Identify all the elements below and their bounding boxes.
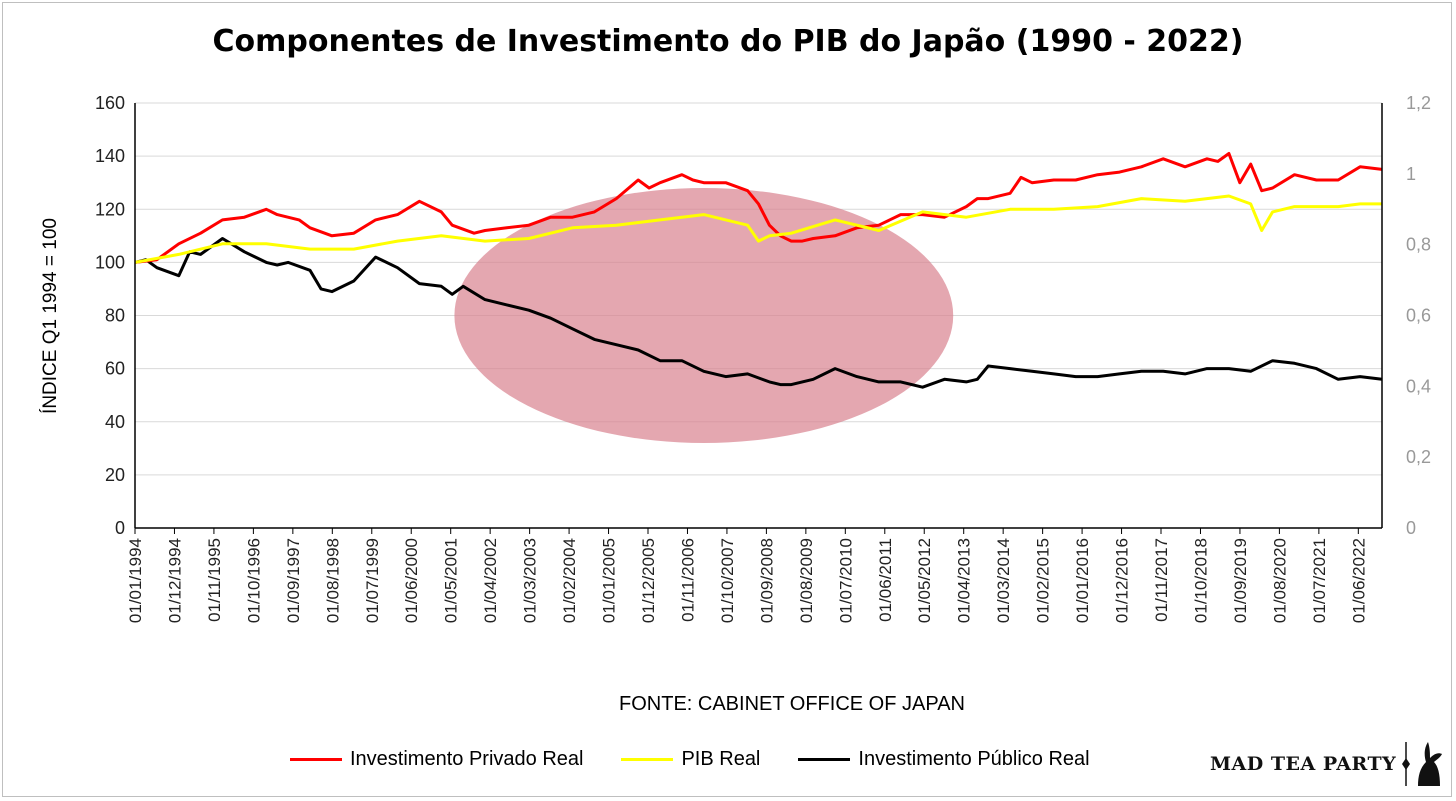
highlight-ellipse [454,188,954,443]
y-axis-ticks: 0 20 40 60 80 100 120 140 160 [95,93,125,538]
y2-tick-label: 0 [1406,518,1416,538]
series-lines [134,152,1383,389]
y2-tick-label: 0,8 [1406,235,1431,255]
x-tick-label: 01/06/2000 [402,538,421,623]
y2-tick-label: 0,6 [1406,306,1431,326]
x-tick-label: 01/05/2001 [442,538,461,623]
x-tick-label: 01/05/2012 [915,538,934,623]
x-tick-label: 01/06/2022 [1349,538,1368,623]
x-tick-label: 01/11/2006 [678,538,697,622]
x-tick-label: 01/07/2021 [1310,538,1329,623]
y-tick-label: 100 [95,252,125,272]
y-tick-label: 0 [115,518,125,538]
x-tick-label: 01/10/2018 [1191,538,1210,623]
x-tick-label: 01/04/2013 [955,538,974,623]
x-tick-label: 01/12/2005 [639,538,658,623]
legend-item-gdp: PIB Real [621,748,760,771]
x-tick-label: 01/08/1998 [323,538,342,623]
y2-axis-ticks: 0 0,2 0,4 0,6 0,8 1 1,2 [1406,93,1431,538]
x-tick-label: 01/09/2008 [757,538,776,623]
x-tick-label: 01/03/2014 [994,538,1013,623]
x-tick-label: 01/07/2010 [836,538,855,623]
y2-tick-label: 0,4 [1406,376,1431,396]
x-tick-label: 01/01/2016 [1073,538,1092,623]
axes [134,103,1383,529]
chart-title: Componentes de Investimento do PIB do Ja… [212,24,1244,59]
y2-tick-label: 1 [1406,164,1416,184]
chart-legend: Investimento Privado Real PIB Real Inves… [290,748,1128,771]
x-tick-label: 01/09/2019 [1231,538,1250,623]
highlight-region [454,188,954,443]
legend-item-private: Investimento Privado Real [290,748,583,771]
legend-label-private: Investimento Privado Real [350,748,584,770]
x-tick-label: 01/04/2002 [481,538,500,623]
y2-tick-label: 1,2 [1406,93,1431,113]
y-tick-label: 20 [105,465,125,485]
x-tick-label: 01/11/2017 [1152,538,1171,622]
source-note: FONTE: CABINET OFFICE OF JAPAN [619,693,965,715]
legend-swatch-gdp [621,758,674,761]
y-tick-label: 60 [105,359,125,379]
x-tick-label: 01/03/2003 [521,538,540,623]
brand-logo: MAD TEA PARTY [1210,738,1450,790]
legend-swatch-public [798,758,851,761]
series-line-1 [134,194,1382,264]
x-tick-label: 01/12/2016 [1113,538,1132,623]
series-line-2 [134,237,1383,389]
legend-swatch-private [290,758,342,761]
x-tick-label: 01/02/2015 [1034,538,1053,623]
x-axis-ticks: 01/01/1994 01/12/1994 01/11/1995 01/10/1996… [126,528,1368,623]
legend-label-public: Investimento Público Real [858,748,1090,770]
x-tick-label: 01/01/2005 [600,538,619,623]
legend-label-gdp: PIB Real [681,748,761,770]
x-tick-label: 01/11/1995 [205,538,224,622]
y-tick-label: 140 [95,146,125,166]
y-tick-label: 40 [105,412,125,432]
x-tick-label: 01/10/2007 [718,538,737,623]
y-tick-label: 160 [95,93,125,113]
x-tick-label: 01/06/2011 [876,538,895,622]
x-tick-label: 01/02/2004 [560,538,579,623]
x-tick-label: 01/08/2009 [797,538,816,623]
series-line-0 [134,152,1383,264]
y2-tick-label: 0,2 [1406,447,1431,467]
x-tick-label: 01/01/1994 [126,538,145,623]
x-tick-label: 01/09/1997 [284,538,303,623]
rabbit-logo-icon [1402,742,1443,786]
y-tick-label: 80 [105,306,125,326]
y-axis-label: ÍNDICE Q1 1994 = 100 [40,218,61,414]
y-tick-label: 120 [95,199,125,219]
x-tick-label: 01/07/1999 [363,538,382,623]
x-tick-label: 01/12/1994 [165,538,184,623]
x-tick-label: 01/10/1996 [244,538,263,623]
legend-item-public: Investimento Público Real [798,748,1090,771]
brand-name: MAD TEA PARTY [1210,753,1397,775]
x-tick-label: 01/08/2020 [1270,538,1289,623]
